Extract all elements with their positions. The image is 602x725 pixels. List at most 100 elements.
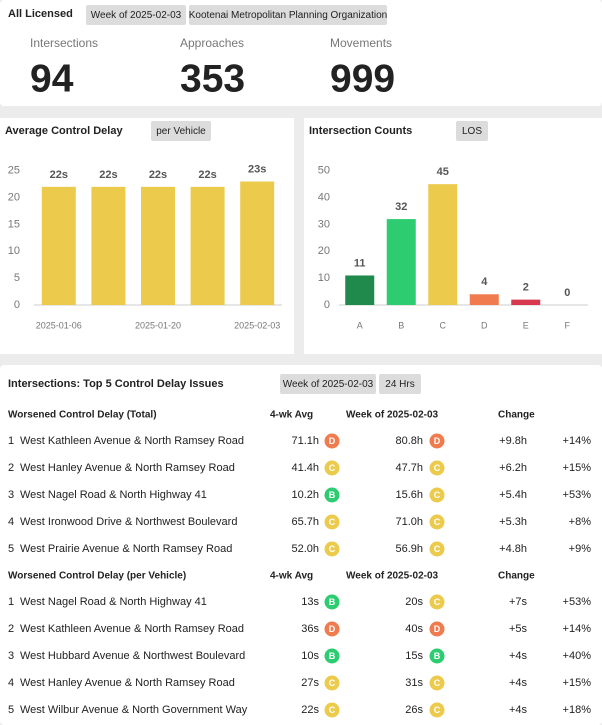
intersection-name[interactable]: West Nagel Road & North Highway 41 bbox=[20, 596, 207, 608]
los-letter: C bbox=[434, 544, 441, 554]
change-pct: +40% bbox=[563, 650, 592, 662]
x-tick-label: 2025-01-20 bbox=[135, 320, 181, 330]
value-label: 22s bbox=[198, 169, 216, 181]
pill[interactable] bbox=[456, 121, 488, 141]
rank: 4 bbox=[8, 677, 14, 689]
column-header: Week of 2025-02-03 bbox=[346, 410, 439, 421]
stat-label: Intersections bbox=[30, 36, 98, 50]
column-header: Change bbox=[498, 571, 535, 582]
y-tick-label: 0 bbox=[14, 299, 20, 311]
rank: 5 bbox=[8, 704, 14, 716]
los-letter: C bbox=[434, 678, 441, 688]
x-tick-label: D bbox=[481, 320, 488, 330]
chart-title: Average Control Delay bbox=[5, 125, 123, 137]
week-value: 80.8h bbox=[395, 435, 423, 447]
pill[interactable] bbox=[379, 374, 421, 394]
rank: 3 bbox=[8, 650, 14, 662]
period-button[interactable]: 24 Hrs bbox=[385, 379, 414, 390]
intersection-name[interactable]: West Hanley Avenue & North Ramsey Road bbox=[20, 677, 235, 689]
x-tick-label: F bbox=[565, 320, 571, 330]
change-pct: +53% bbox=[563, 596, 592, 608]
change-value: +7s bbox=[509, 596, 528, 608]
avg-value: 22s bbox=[301, 704, 319, 716]
avg-value: 52.0h bbox=[291, 543, 319, 555]
y-tick-label: 10 bbox=[318, 272, 330, 284]
intersection-name[interactable]: West Hanley Avenue & North Ramsey Road bbox=[20, 462, 235, 474]
change-value: +9.8h bbox=[499, 435, 527, 447]
week-button[interactable]: Week of 2025-02-03 bbox=[283, 379, 374, 390]
los-badge bbox=[429, 433, 445, 449]
week-value: 26s bbox=[405, 704, 423, 716]
los-letter: C bbox=[434, 517, 441, 527]
bar bbox=[345, 275, 375, 305]
los-letter: B bbox=[434, 651, 441, 661]
week-value: 15s bbox=[405, 650, 423, 662]
pill[interactable] bbox=[86, 5, 186, 25]
intersection-name[interactable]: West Kathleen Avenue & North Ramsey Road bbox=[20, 435, 244, 447]
change-value: +6.2h bbox=[499, 462, 527, 474]
week-value: 20s bbox=[405, 596, 423, 608]
los-letter: C bbox=[329, 705, 336, 715]
los-letter: C bbox=[329, 678, 336, 688]
org-button[interactable]: Kootenai Metropolitan Planning Organizat… bbox=[189, 10, 387, 21]
los-letter: D bbox=[434, 624, 441, 634]
los-badge bbox=[324, 514, 340, 530]
x-tick-label: A bbox=[357, 320, 363, 330]
bar bbox=[141, 186, 175, 305]
change-value: +4s bbox=[509, 677, 528, 689]
intersection-name[interactable]: West Prairie Avenue & North Ramsey Road bbox=[20, 543, 232, 555]
los-badge bbox=[429, 621, 445, 637]
change-pct: +53% bbox=[563, 489, 592, 501]
bar bbox=[240, 181, 275, 305]
column-header: Week of 2025-02-03 bbox=[346, 571, 439, 582]
value-label: 4 bbox=[481, 276, 488, 288]
los-badge bbox=[324, 594, 340, 610]
y-tick-label: 25 bbox=[8, 165, 20, 177]
avg-value: 65.7h bbox=[291, 516, 319, 528]
los-badge bbox=[324, 675, 340, 691]
los-badge bbox=[324, 487, 340, 503]
chart-selector[interactable]: LOS bbox=[462, 126, 482, 137]
intersection-name[interactable]: West Kathleen Avenue & North Ramsey Road bbox=[20, 623, 244, 635]
week-value: 47.7h bbox=[395, 462, 423, 474]
rank: 5 bbox=[8, 543, 14, 555]
avg-value: 36s bbox=[301, 623, 319, 635]
rank: 1 bbox=[8, 435, 14, 447]
x-tick-label: B bbox=[398, 320, 404, 330]
intersection-name[interactable]: West Wilbur Avenue & North Government Wa… bbox=[20, 704, 248, 716]
bar bbox=[428, 184, 458, 305]
stat-value: 94 bbox=[30, 57, 74, 100]
pill[interactable] bbox=[280, 374, 376, 394]
intersection-name[interactable]: West Hubbard Avenue & Northwest Boulevar… bbox=[20, 650, 245, 662]
avg-value: 13s bbox=[301, 596, 319, 608]
header-panel bbox=[0, 0, 602, 106]
los-letter: D bbox=[434, 436, 441, 446]
y-tick-label: 5 bbox=[14, 272, 20, 284]
intersection-name[interactable]: West Ironwood Drive & Northwest Boulevar… bbox=[20, 516, 237, 528]
x-tick-label: 2025-02-03 bbox=[234, 320, 280, 330]
change-value: +4.8h bbox=[499, 543, 527, 555]
los-badge bbox=[324, 702, 340, 718]
change-value: +5.4h bbox=[499, 489, 527, 501]
avg-value: 10s bbox=[301, 650, 319, 662]
los-letter: C bbox=[434, 463, 441, 473]
y-tick-label: 50 bbox=[318, 165, 330, 177]
chart-selector[interactable]: per Vehicle bbox=[156, 126, 206, 137]
pill[interactable] bbox=[151, 121, 211, 141]
los-badge bbox=[324, 460, 340, 476]
value-label: 22s bbox=[50, 169, 68, 181]
y-tick-label: 20 bbox=[318, 245, 330, 257]
column-header: 4-wk Avg bbox=[270, 410, 313, 421]
column-header: Worsened Control Delay (per Vehicle) bbox=[8, 571, 186, 582]
column-header: Change bbox=[498, 410, 535, 421]
table-title: Intersections: Top 5 Control Delay Issue… bbox=[8, 378, 224, 390]
week-button[interactable]: Week of 2025-02-03 bbox=[91, 10, 182, 21]
y-tick-label: 30 bbox=[318, 218, 330, 230]
value-label: 32 bbox=[395, 201, 407, 213]
intersection-name[interactable]: West Nagel Road & North Highway 41 bbox=[20, 489, 207, 501]
pill[interactable] bbox=[189, 5, 387, 25]
value-label: 11 bbox=[354, 257, 366, 269]
los-letter: C bbox=[329, 517, 336, 527]
bar bbox=[91, 186, 126, 305]
